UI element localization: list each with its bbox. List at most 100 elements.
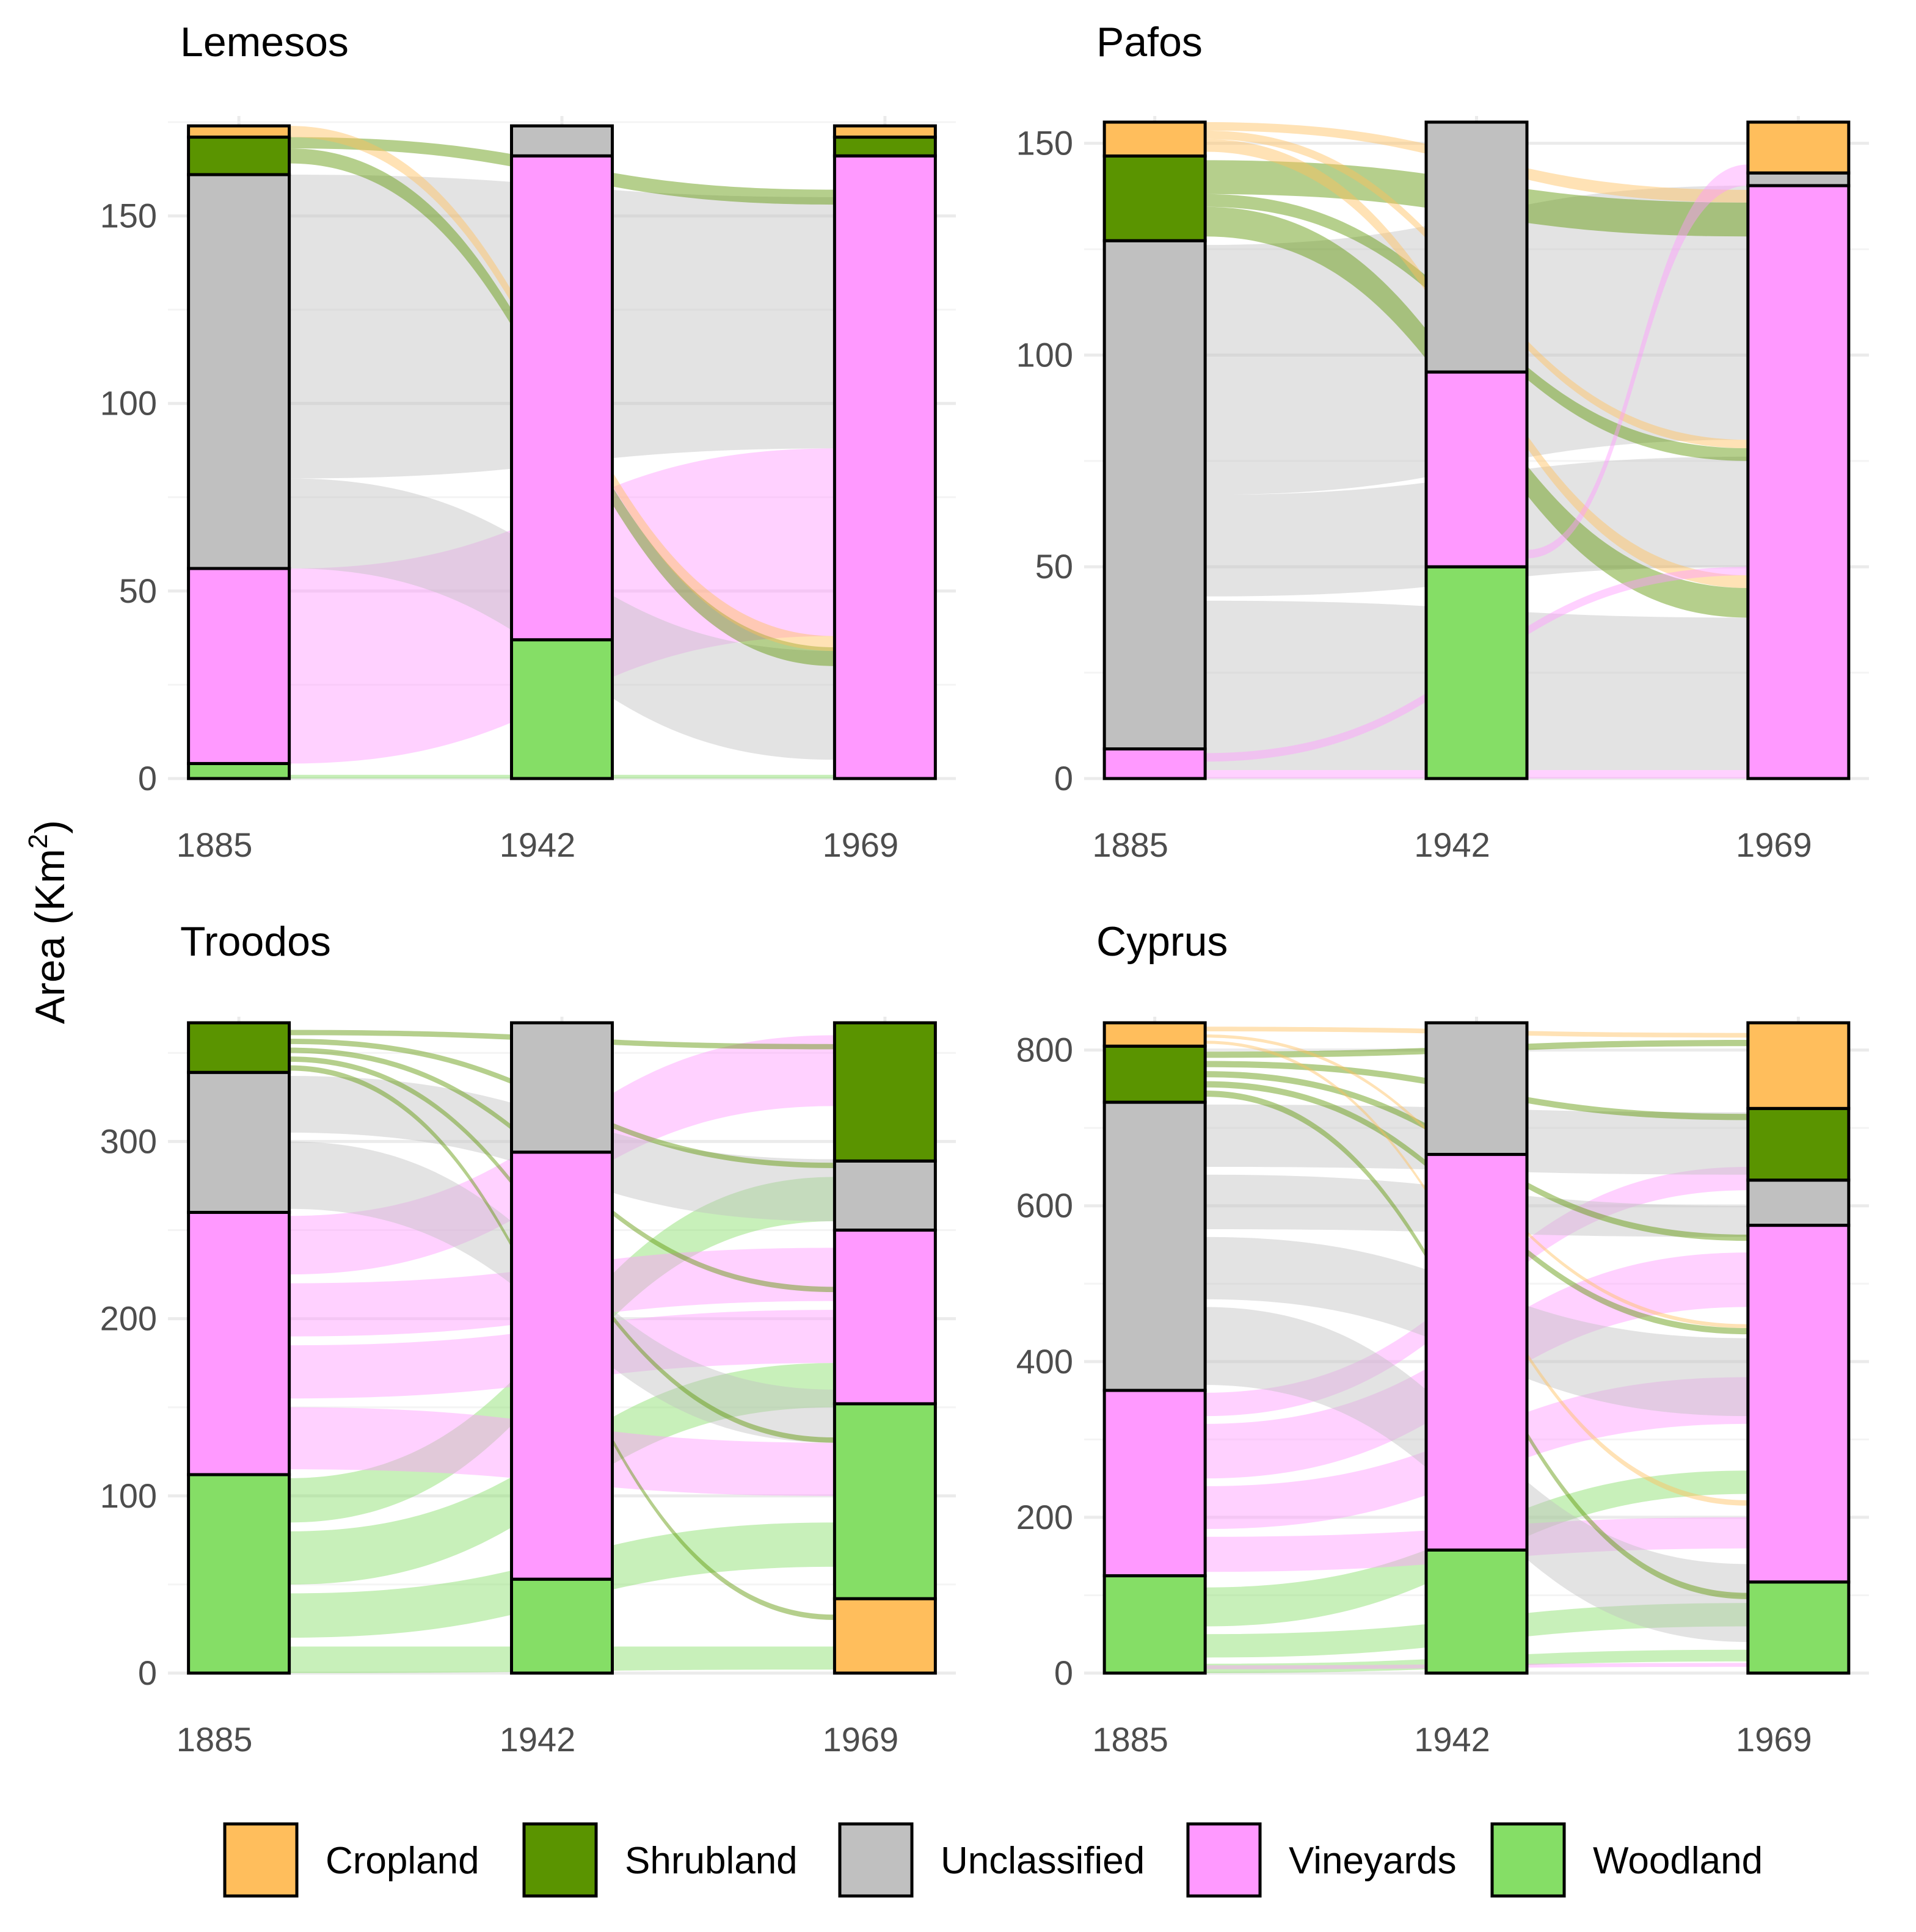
stacked-bars (187, 124, 937, 780)
x-tick-label: 1969 (823, 826, 899, 864)
legend-swatch (838, 1822, 914, 1898)
bar-segment-1969-vineyards (1746, 1224, 1851, 1584)
bar-segment-1942-vineyards (510, 1150, 614, 1581)
bar-segment-1942-unclassified (510, 1021, 614, 1154)
bar-segment-1969-cropland (1746, 1021, 1851, 1110)
y-axis: 0 100 200 300 (100, 1122, 157, 1692)
legend-item-woodland: Woodland (1490, 1822, 1763, 1898)
bar-segment-1885-shrubland (187, 1021, 291, 1074)
y-tick-label: 0 (1054, 759, 1073, 797)
y-tick-label: 100 (100, 1476, 157, 1515)
legend: Cropland Shrubland Unclassified Vineyards Wo… (223, 1822, 1763, 1898)
x-tick-label: 1969 (823, 1720, 899, 1759)
bar-segment-1969-vineyards (1746, 184, 1851, 780)
y-tick-label: 0 (138, 1654, 157, 1692)
bar-segment-1942-woodland (510, 1577, 614, 1675)
legend-item-shrubland: Shrubland (522, 1822, 798, 1898)
bar-segment-1942-vineyards (1424, 370, 1529, 568)
bar-segment-1969-shrubland (832, 136, 937, 158)
panel-lemesos: Lemesos 0 50 100 150 1885 1942 1969 (100, 19, 956, 864)
bar-segment-1969-vineyards (832, 154, 937, 780)
bar-segment-1969-woodland (832, 1402, 937, 1600)
bar-segment-1885-woodland (187, 761, 291, 780)
y-tick-label: 150 (1016, 124, 1073, 162)
bar-segment-1942-unclassified (510, 124, 614, 158)
x-tick-label: 1885 (177, 1720, 253, 1759)
legend-item-cropland: Cropland (223, 1822, 479, 1898)
bar-segment-1885-unclassified (187, 1070, 291, 1215)
legend-label: Woodland (1593, 1840, 1763, 1882)
bar-segment-1885-woodland (1102, 1574, 1207, 1675)
legend-label: Cropland (326, 1840, 479, 1882)
legend-swatch (223, 1822, 299, 1898)
bar-segment-1969-unclassified (1746, 171, 1851, 187)
legend-swatch (522, 1822, 598, 1898)
panel-title: Lemesos (180, 19, 349, 65)
bar-segment-1885-vineyards (187, 567, 291, 765)
x-tick-label: 1885 (1092, 1720, 1168, 1759)
x-tick-label: 1942 (500, 1720, 576, 1759)
bar-segment-1885-vineyards (187, 1211, 291, 1476)
y-tick-label: 600 (1016, 1186, 1073, 1225)
x-tick-label: 1969 (1736, 1720, 1812, 1759)
legend-label: Unclassified (941, 1840, 1145, 1882)
bar-segment-1885-shrubland (187, 136, 291, 176)
bar-segment-1885-unclassified (1102, 1100, 1207, 1392)
bar-segment-1969-vineyards (832, 1229, 937, 1406)
y-tick-label: 100 (100, 384, 157, 423)
bar-segment-1942-woodland (1424, 1548, 1529, 1675)
bar-segment-1969-shrubland (1746, 1106, 1851, 1182)
x-tick-label: 1942 (500, 826, 576, 864)
bar-segment-1969-cropland (832, 124, 937, 139)
y-tick-label: 100 (1016, 335, 1073, 374)
y-tick-label: 50 (1035, 547, 1073, 586)
x-tick-label: 1942 (1414, 1720, 1490, 1759)
stacked-bars (187, 1021, 937, 1675)
stacked-bars (1102, 1021, 1851, 1675)
bar-segment-1942-unclassified (1424, 1021, 1529, 1157)
bar-segment-1885-vineyards (1102, 1389, 1207, 1578)
panel-title: Cyprus (1096, 918, 1228, 965)
y-tick-label: 200 (100, 1299, 157, 1338)
bar-segment-1942-unclassified (1424, 120, 1529, 374)
x-axis: 1885 1942 1969 (1092, 1720, 1812, 1759)
y-tick-label: 0 (138, 759, 157, 797)
bar-segment-1942-vineyards (1424, 1153, 1529, 1552)
bar-segment-1969-unclassified (832, 1159, 937, 1232)
bar-segment-1885-shrubland (1102, 1044, 1207, 1104)
x-tick-label: 1885 (177, 826, 253, 864)
y-axis: 0 50 100 150 (100, 197, 157, 797)
x-tick-label: 1942 (1414, 826, 1490, 864)
bar-segment-1942-vineyards (510, 154, 614, 642)
bar-segment-1885-woodland (187, 1473, 291, 1675)
bar-segment-1969-unclassified (1746, 1178, 1851, 1227)
bar-segment-1969-cropland (1746, 120, 1851, 175)
legend-label: Shrubland (625, 1840, 798, 1882)
bar-segment-1885-shrubland (1102, 154, 1207, 242)
y-tick-label: 200 (1016, 1498, 1073, 1536)
x-tick-label: 1969 (1736, 826, 1812, 864)
y-axis: 0 50 100 150 (1016, 124, 1073, 797)
panel-title: Pafos (1096, 19, 1203, 65)
y-tick-label: 800 (1016, 1031, 1073, 1069)
stacked-bars (1102, 120, 1851, 780)
legend-swatch (1490, 1822, 1566, 1898)
y-tick-label: 400 (1016, 1342, 1073, 1381)
panel-troodos: Troodos 0 100 200 300 1885 1942 1969 (100, 918, 956, 1759)
bar-segment-1942-woodland (510, 638, 614, 780)
legend-item-unclassified: Unclassified (838, 1822, 1145, 1898)
bar-segment-1885-cropland (1102, 120, 1207, 158)
bar-segment-1969-woodland (1746, 1580, 1851, 1675)
panel-cyprus: Cyprus 0 200 400 600 800 1885 1942 1969 (1016, 918, 1869, 1759)
legend-swatch (1186, 1822, 1262, 1898)
x-tick-label: 1885 (1092, 826, 1168, 864)
panels: Lemesos 0 50 100 150 1885 1942 1969 Pafos 0 50 100 1… (100, 19, 1869, 1759)
legend-item-vineyards: Vineyards (1186, 1822, 1457, 1898)
legend-label: Vineyards (1289, 1840, 1457, 1882)
bar-segment-1942-woodland (1424, 565, 1529, 780)
y-tick-label: 150 (100, 197, 157, 235)
y-tick-label: 0 (1054, 1654, 1073, 1692)
y-axis-title: Area (Km2) (23, 820, 73, 1024)
panel-title: Troodos (180, 918, 331, 965)
